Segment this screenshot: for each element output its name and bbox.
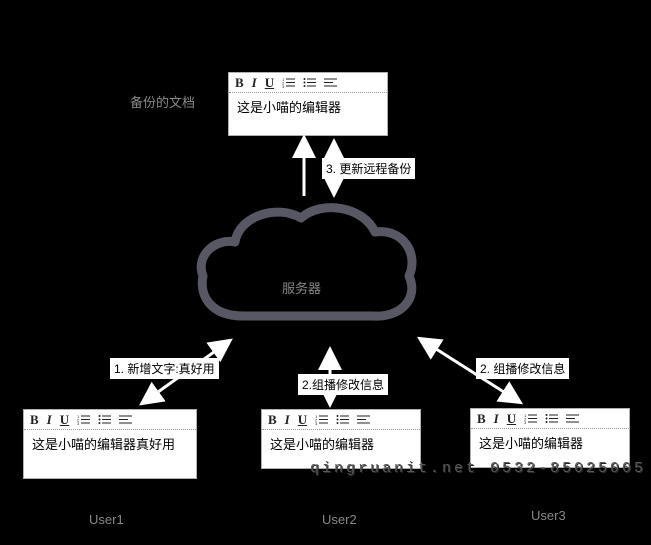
italic-icon[interactable]: I: [252, 76, 257, 89]
editor-toolbar: B I U 123: [229, 73, 387, 93]
underline-icon[interactable]: U: [298, 413, 307, 426]
list-unordered-icon[interactable]: [98, 414, 111, 425]
edge-label-2: 2.组播修改信息: [298, 374, 388, 395]
list-ordered-icon[interactable]: 123: [77, 414, 90, 425]
server-label: 服务器: [282, 278, 321, 297]
editor-user1: B I U 123 这是小喵的编辑器真好用: [23, 409, 197, 479]
italic-icon[interactable]: I: [285, 413, 290, 426]
editor-content[interactable]: 这是小喵的编辑器: [229, 93, 387, 123]
svg-text:3: 3: [77, 421, 80, 425]
underline-icon[interactable]: U: [507, 412, 516, 425]
align-icon[interactable]: [566, 413, 579, 424]
italic-icon[interactable]: I: [494, 412, 499, 425]
svg-text:3: 3: [282, 84, 285, 88]
editor-toolbar: B I U 123: [24, 410, 196, 430]
editor-backup: B I U 123 这是小喵的编辑器: [228, 72, 388, 136]
bold-icon[interactable]: B: [235, 76, 244, 89]
underline-icon[interactable]: U: [60, 413, 69, 426]
list-ordered-icon[interactable]: 123: [282, 77, 295, 88]
editor-user3: B I U 123 这是小喵的编辑器: [470, 408, 630, 468]
editor-toolbar: B I U 123: [471, 409, 629, 429]
user2-label: User2: [322, 512, 357, 527]
list-unordered-icon[interactable]: [303, 77, 316, 88]
server-cloud: [191, 198, 421, 346]
align-icon[interactable]: [119, 414, 132, 425]
edge-label-1: 1. 新增文字:真好用: [110, 358, 219, 379]
edge-label-3: 2. 组播修改信息: [476, 358, 569, 379]
user3-label: User3: [531, 508, 566, 523]
user1-label: User1: [89, 512, 124, 527]
list-ordered-icon[interactable]: 123: [315, 414, 328, 425]
svg-text:3: 3: [524, 420, 527, 424]
list-unordered-icon[interactable]: [336, 414, 349, 425]
edge-label-4: 3. 更新远程备份: [322, 158, 415, 179]
watermark-text: qingruanit.net 0532-85025005: [310, 460, 646, 477]
bold-icon[interactable]: B: [268, 413, 277, 426]
backup-label: 备份的文档: [130, 92, 195, 111]
underline-icon[interactable]: U: [265, 76, 274, 89]
svg-text:3: 3: [315, 421, 318, 425]
editor-content[interactable]: 这是小喵的编辑器真好用: [24, 430, 196, 460]
align-icon[interactable]: [357, 414, 370, 425]
bold-icon[interactable]: B: [30, 413, 39, 426]
list-unordered-icon[interactable]: [545, 413, 558, 424]
align-icon[interactable]: [324, 77, 337, 88]
italic-icon[interactable]: I: [47, 413, 52, 426]
editor-toolbar: B I U 123: [262, 410, 420, 430]
editor-content[interactable]: 这是小喵的编辑器: [262, 430, 420, 460]
editor-content[interactable]: 这是小喵的编辑器: [471, 429, 629, 459]
list-ordered-icon[interactable]: 123: [524, 413, 537, 424]
bold-icon[interactable]: B: [477, 412, 486, 425]
